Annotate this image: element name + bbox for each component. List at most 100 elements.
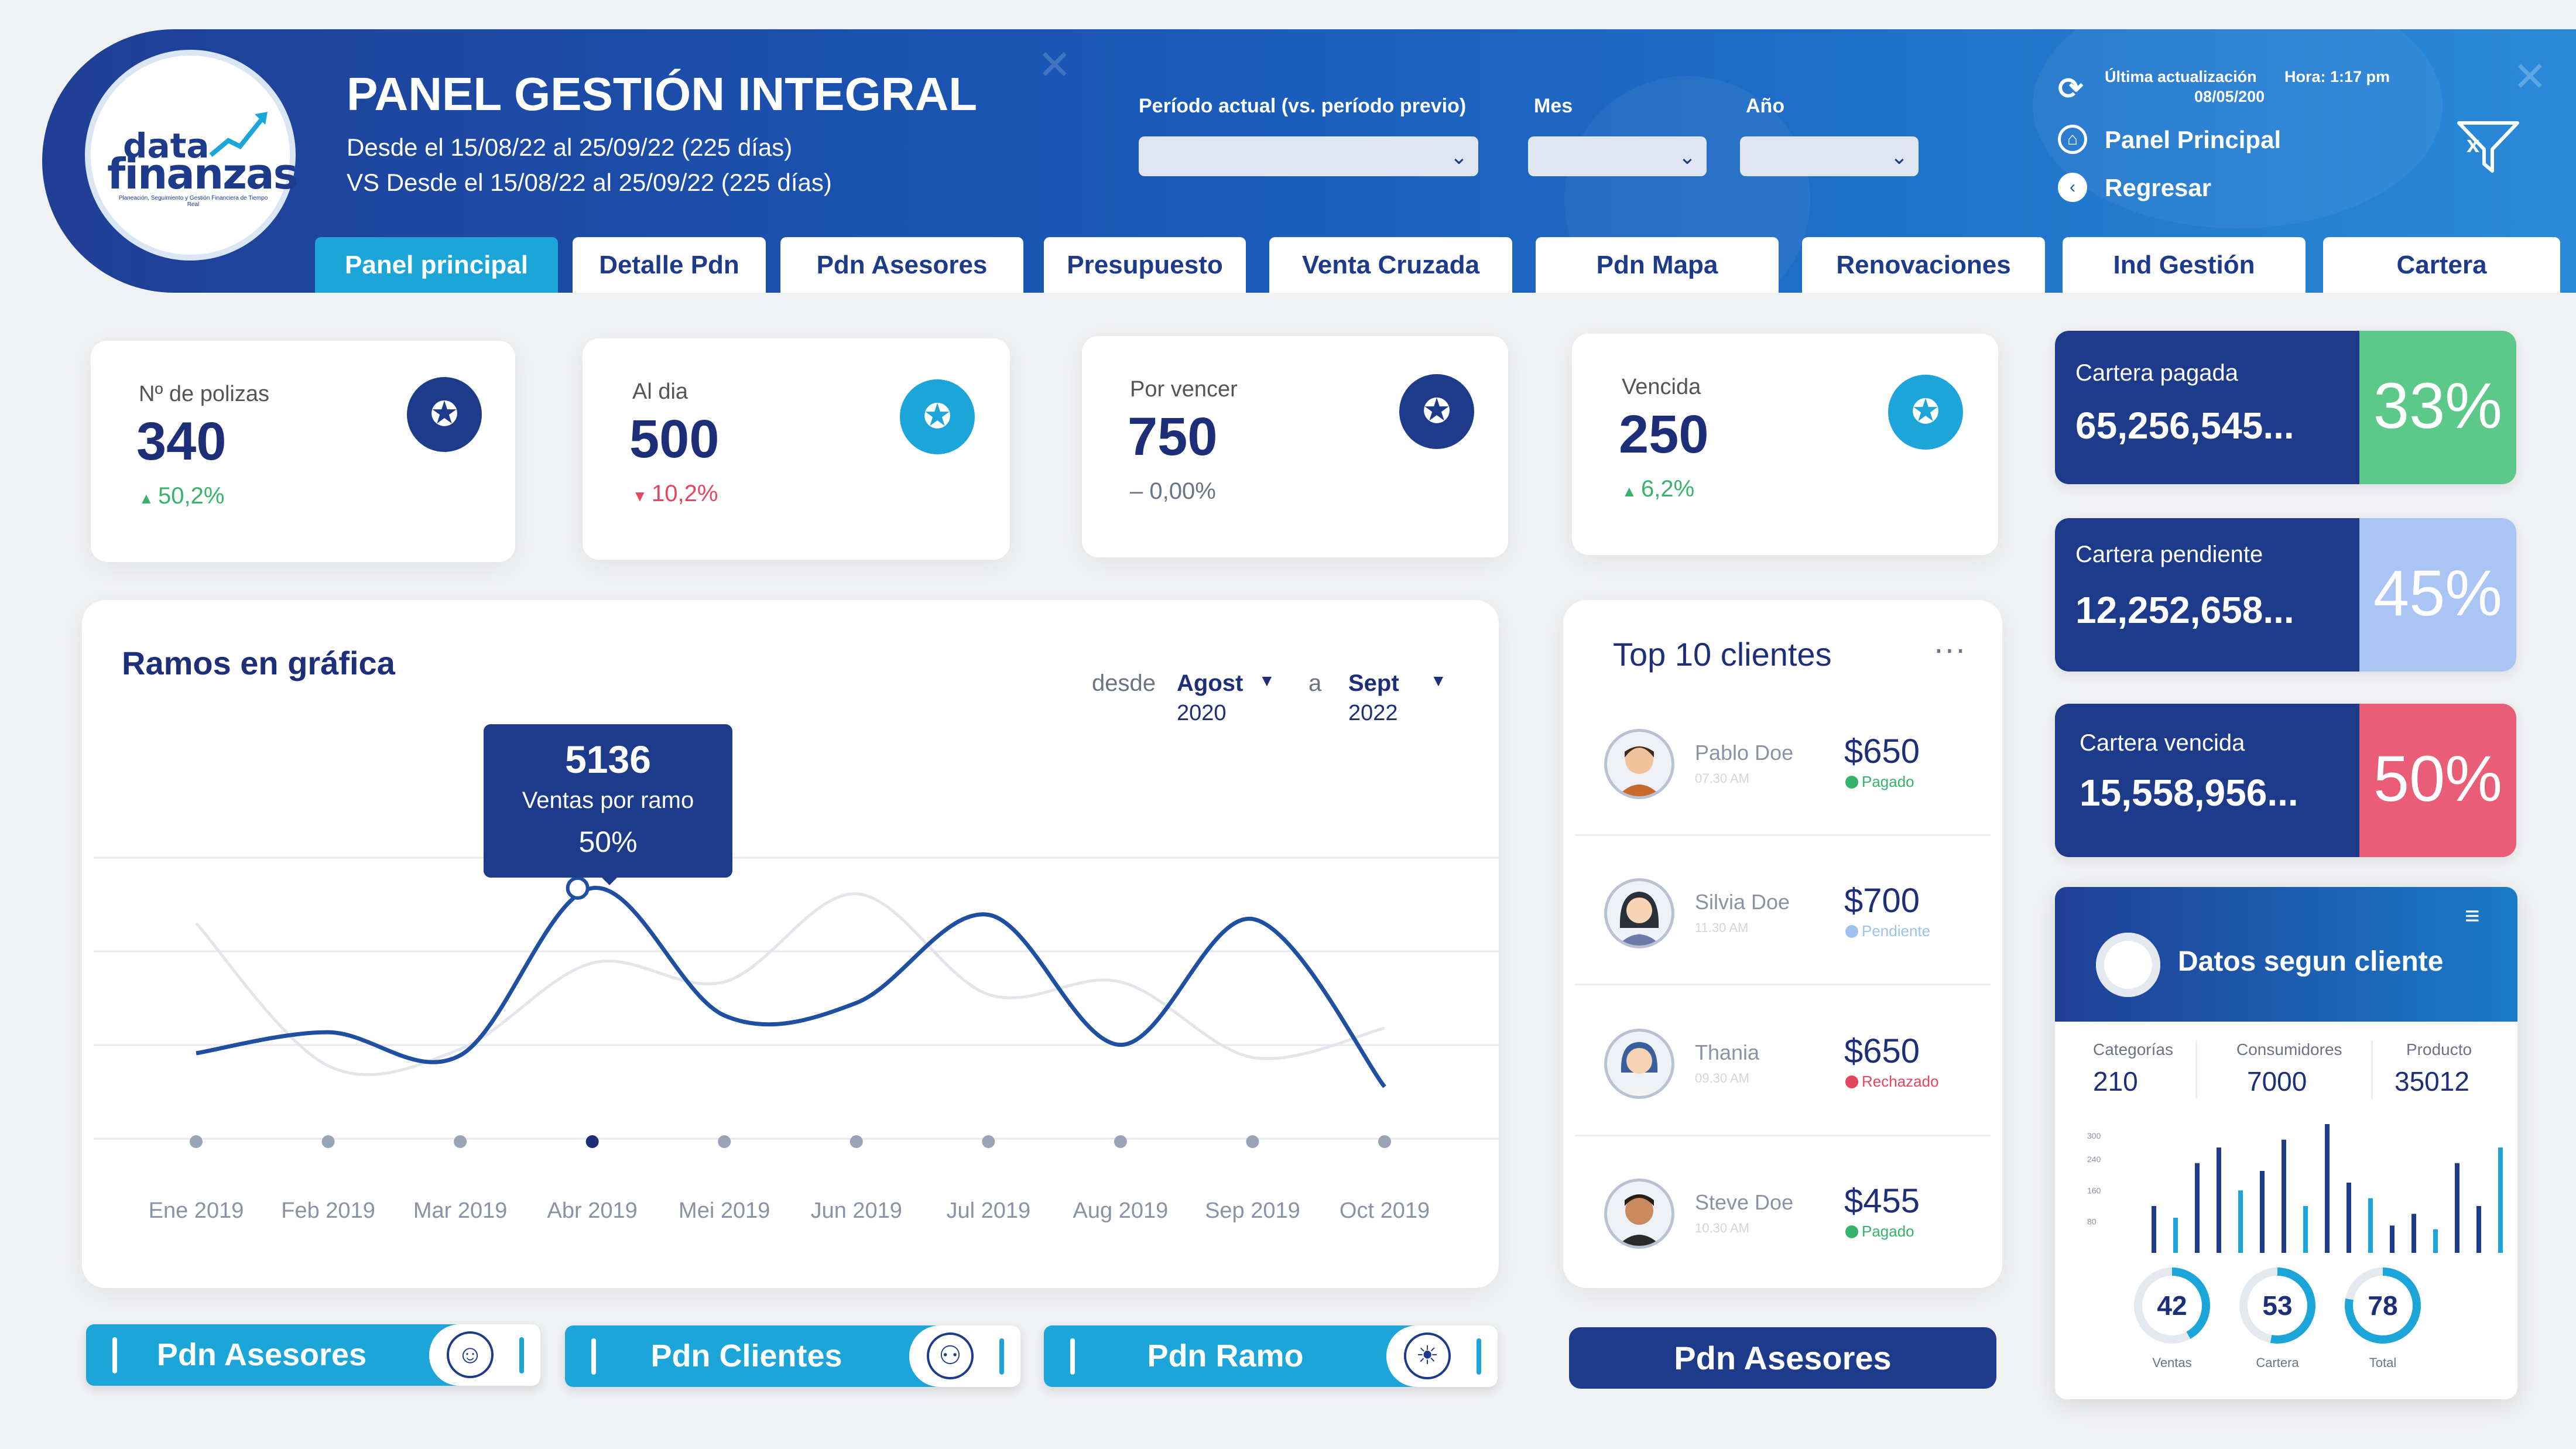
cartera-pct: 33% (2373, 370, 2503, 442)
more-options-icon[interactable]: ··· (1933, 630, 1966, 667)
client-amount: $455 (1844, 1182, 1920, 1220)
status-dot-icon (1845, 1075, 1858, 1088)
client-row[interactable]: Steve Doe 10.30 AM $455 Pagado (1563, 1149, 2002, 1299)
x-axis-point[interactable] (982, 1135, 995, 1148)
divider (1070, 1338, 1075, 1375)
chart-tooltip: 5136 Ventas por ramo 50% (484, 724, 732, 885)
avatar (1604, 1179, 1674, 1249)
tab-pdn-asesores[interactable]: Pdn Asesores (780, 237, 1023, 293)
range-previous: VS Desde el 15/08/22 al 25/09/22 (225 dí… (347, 169, 832, 196)
button-label: Pdn Asesores (156, 1337, 367, 1372)
tab-detalle-pdn[interactable]: Detalle Pdn (573, 237, 766, 293)
x-axis-point[interactable] (585, 1135, 599, 1148)
mini-axis-label: 300 (2087, 1131, 2101, 1140)
ring-label: Cartera (2256, 1355, 2299, 1370)
series-line (196, 886, 1386, 1088)
menu-icon[interactable]: ≡ (2465, 902, 2480, 930)
pdn-asesores-main-button[interactable]: Pdn Asesores (1569, 1327, 1996, 1389)
mini-bar-chart: 300 240 160 80 (2087, 1124, 2503, 1253)
header-decoration (2033, 29, 2443, 228)
page-title: PANEL GESTIÓN INTEGRAL (347, 68, 978, 120)
tab-ind-gestion[interactable]: Ind Gestión (2063, 237, 2306, 293)
kpi-card-vencida[interactable]: Vencida 250 ▲ 6,2% ✪ (1572, 334, 1998, 555)
x-axis-point[interactable] (190, 1135, 203, 1148)
regresar-link[interactable]: ‹ Regresar (2058, 171, 2362, 206)
x-axis-point[interactable] (849, 1135, 863, 1148)
cartera-label: Cartera pagada (2075, 360, 2238, 386)
mini-bar (2217, 1147, 2221, 1253)
trend-up-icon: ▲ (139, 489, 158, 507)
x-axis-point[interactable] (454, 1135, 467, 1148)
kpi-card-al-dia[interactable]: Al dia 500 ▼ 10,2% ✪ (583, 338, 1010, 560)
client-time: 09.30 AM (1695, 1071, 1749, 1085)
x-tick-label: Mei 2019 (679, 1198, 770, 1223)
series-line (195, 892, 1385, 1077)
x-axis-point[interactable] (1378, 1135, 1391, 1148)
anio-label: Año (1746, 95, 1785, 117)
mes-select[interactable]: ⌄ (1528, 136, 1707, 176)
x-tick-label: Ene 2019 (149, 1198, 244, 1223)
datos-cliente-card: Datos segun cliente ≡ Categorías 210 Con… (2055, 887, 2517, 1399)
tab-presupuesto[interactable]: Presupuesto (1044, 237, 1246, 293)
range-current: Desde el 15/08/22 al 25/09/22 (225 días) (347, 133, 793, 161)
panel-principal-link[interactable]: ⌂ Panel Principal (2058, 123, 2362, 158)
pdn-ramo-button[interactable]: Pdn Ramo ☀ (1044, 1325, 1498, 1387)
kpi-card-polizas[interactable]: Nº de polizas 340 ▲ 50,2% ✪ (91, 341, 515, 562)
x-tick-label: Mar 2019 (413, 1198, 508, 1223)
cartera-card-pendiente[interactable]: Cartera pendiente 12,252,658... 45% (2055, 518, 2516, 672)
x-axis-point[interactable] (718, 1135, 731, 1148)
from-year: 2020 (1177, 701, 1227, 725)
chevron-down-icon: ▼ (1430, 672, 1447, 690)
logo-text-finanzas: finanzas (107, 149, 298, 198)
award-icon: ✪ (407, 377, 482, 452)
kpi-change: ▼ 10,2% (632, 481, 718, 506)
stat-value: 7000 (2247, 1066, 2307, 1097)
cartera-label: Cartera pendiente (2075, 542, 2263, 567)
clear-filter-icon[interactable]: x (2456, 117, 2520, 176)
kpi-card-por-vencer[interactable]: Por vencer 750 – 0,00% ✪ (1082, 336, 1508, 557)
tab-panel-principal[interactable]: Panel principal (315, 237, 558, 293)
x-tick-label: Jul 2019 (946, 1198, 1030, 1223)
highlight-point[interactable] (566, 876, 590, 900)
update-label: Última actualización (2105, 68, 2257, 85)
tab-cartera[interactable]: Cartera (2323, 237, 2560, 293)
mini-bar (2455, 1163, 2459, 1253)
kpi-change: ▲ 6,2% (1622, 476, 1695, 502)
trend-up-icon: ▲ (1622, 482, 1641, 500)
logo[interactable]: data finanzas Planeación, Seguimiento y … (85, 50, 298, 261)
status-badge: Pagado (1845, 1222, 1914, 1241)
x-axis-point[interactable] (321, 1135, 335, 1148)
client-row[interactable]: Thania 09.30 AM $650 Rechazado (1563, 999, 2002, 1149)
divider (2371, 1040, 2373, 1099)
tooltip-pointer (598, 873, 621, 885)
to-date-select[interactable]: Sept ▼ 2022 (1348, 664, 1454, 729)
tab-renovaciones[interactable]: Renovaciones (1802, 237, 2045, 293)
kpi-label: Por vencer (1130, 377, 1238, 402)
tooltip-pct: 50% (578, 825, 638, 858)
x-axis-point[interactable] (1246, 1135, 1259, 1148)
tab-pdn-mapa[interactable]: Pdn Mapa (1536, 237, 1779, 293)
headset-user-icon: ☺ (447, 1331, 494, 1378)
mini-bar (2195, 1163, 2200, 1253)
anio-select[interactable]: ⌄ (1740, 136, 1919, 176)
client-row[interactable]: Silvia Doe 11.30 AM $700 Pendiente (1563, 849, 2002, 998)
pdn-asesores-button[interactable]: Pdn Asesores ☺ (86, 1324, 540, 1386)
button-label: Pdn Clientes (650, 1338, 842, 1373)
mini-axis-label: 80 (2087, 1217, 2097, 1227)
refresh-icon[interactable]: ⟳ (2058, 72, 2084, 106)
tab-venta-cruzada[interactable]: Venta Cruzada (1269, 237, 1512, 293)
client-row[interactable]: Pablo Doe 07.30 AM $650 Pagado (1563, 700, 2002, 849)
cartera-card-vencida[interactable]: Cartera vencida 15,558,956... 50% (2055, 704, 2516, 857)
stat-label: Producto (2406, 1040, 2472, 1059)
divider (999, 1338, 1004, 1375)
avatar (1604, 878, 1674, 948)
cartera-card-pagada[interactable]: Cartera pagada 65,256,545... 33% (2055, 331, 2516, 484)
periodo-select[interactable]: ⌄ (1139, 136, 1478, 176)
a-label: a (1308, 670, 1322, 696)
x-axis-point[interactable] (1114, 1135, 1127, 1148)
decor-x-icon: ✕ (1037, 42, 1072, 88)
from-date-select[interactable]: Agost ▼ 2020 (1177, 664, 1282, 729)
chevron-down-icon: ⌄ (1450, 145, 1468, 169)
pdn-clientes-button[interactable]: Pdn Clientes ⚇ (565, 1325, 1020, 1387)
kpi-change: ▲ 50,2% (139, 483, 225, 509)
